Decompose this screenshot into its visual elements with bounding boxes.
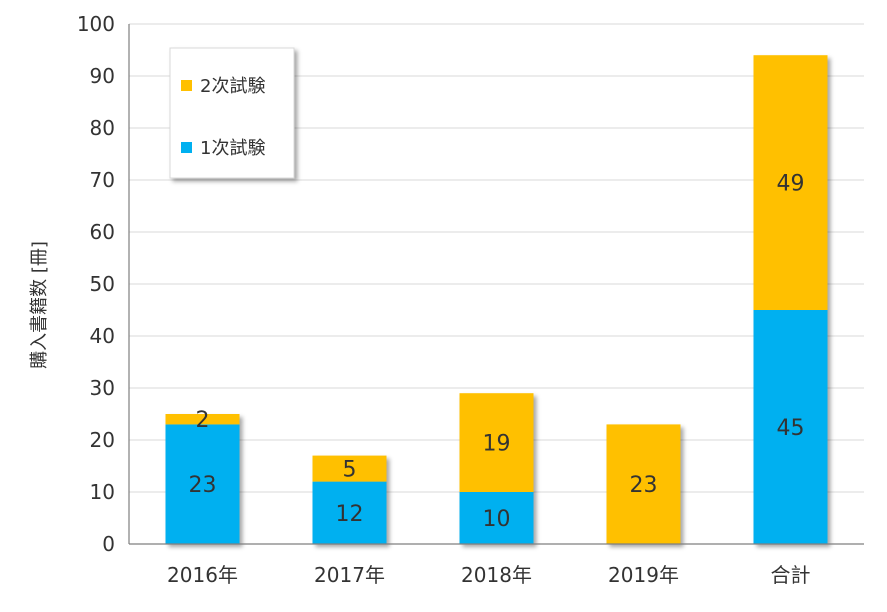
bar-segment	[459, 492, 534, 544]
legend-swatch	[181, 142, 192, 153]
data-label: 45	[777, 416, 805, 441]
y-tick-label: 20	[90, 428, 115, 452]
bar-stack	[312, 455, 387, 544]
data-label: 5	[343, 458, 357, 483]
data-label: 23	[630, 473, 658, 498]
bars: 23 2 12 5 10 19 23 45 49	[165, 55, 828, 544]
data-label: 23	[189, 473, 217, 498]
bar-segment	[312, 481, 387, 544]
data-label: 49	[777, 172, 805, 197]
bar-stack	[606, 424, 681, 544]
bar-segment	[165, 414, 240, 425]
bar-segment	[312, 455, 387, 482]
grid-lines	[129, 23, 864, 493]
bar-segment	[459, 393, 534, 492]
legend-box	[169, 47, 295, 179]
y-tick-label: 80	[90, 116, 115, 140]
y-tick-label: 30	[90, 376, 115, 400]
legend: 2次試験 1次試験	[169, 47, 295, 179]
y-axis-label: 購入書籍数 [冊]	[29, 241, 50, 369]
bar-segment	[753, 55, 828, 311]
x-tick-label: 2019年	[608, 563, 679, 587]
y-tick-label: 90	[90, 64, 115, 88]
x-tick-label: 合計	[771, 563, 811, 587]
y-tick-label: 10	[90, 480, 115, 504]
y-tick-label: 70	[90, 168, 115, 192]
bar-stack	[459, 393, 534, 544]
y-tick-label: 100	[77, 12, 115, 36]
data-label: 19	[483, 432, 511, 457]
y-axis-ticks: 0 10 20 30 40 50 60 70 80 90 100	[77, 12, 115, 556]
data-label: 2	[196, 408, 210, 433]
legend-label: 1次試験	[200, 138, 265, 159]
x-axis-ticks: 2016年 2017年 2018年 2019年 合計	[167, 563, 810, 587]
bar-segment	[165, 424, 240, 544]
y-tick-label: 40	[90, 324, 115, 348]
x-tick-label: 2017年	[314, 563, 385, 587]
legend-label: 2次試験	[200, 76, 265, 97]
legend-swatch	[181, 80, 192, 91]
bar-stack	[753, 55, 828, 544]
bar-segment	[753, 310, 828, 544]
x-tick-label: 2018年	[461, 563, 532, 587]
axes	[128, 24, 864, 545]
x-tick-label: 2016年	[167, 563, 238, 587]
data-label: 10	[483, 507, 511, 532]
data-label: 12	[336, 502, 364, 527]
bar-stack	[165, 414, 240, 544]
y-tick-label: 50	[90, 272, 115, 296]
y-tick-label: 0	[102, 532, 115, 556]
bar-segment	[606, 424, 681, 544]
y-tick-label: 60	[90, 220, 115, 244]
